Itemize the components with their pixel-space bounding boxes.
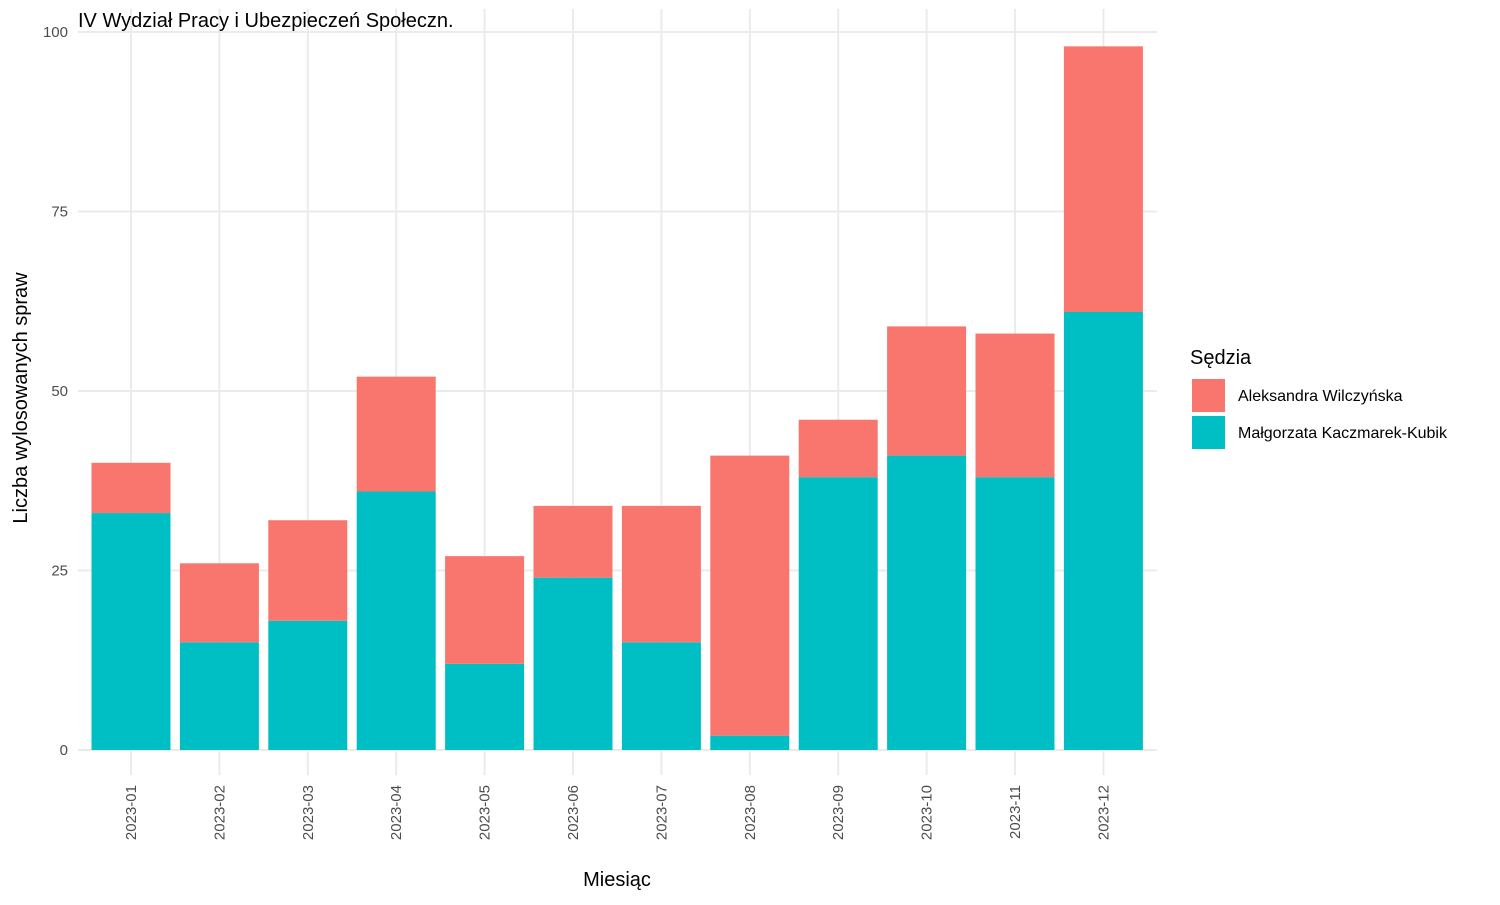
bar-segment xyxy=(887,326,967,456)
legend-swatch xyxy=(1192,379,1225,412)
x-tick-label: 2023-02 xyxy=(211,785,228,840)
x-tick-label: 2023-09 xyxy=(830,785,847,840)
bar-segment xyxy=(975,333,1055,478)
bar-segment xyxy=(91,462,171,514)
x-tick-label: 2023-11 xyxy=(1007,785,1024,839)
bar-segment xyxy=(1063,46,1143,313)
bar-segment xyxy=(445,556,525,664)
bar-segment xyxy=(1063,312,1143,750)
x-tick-label: 2023-10 xyxy=(919,785,936,840)
y-tick-label: 0 xyxy=(60,742,68,759)
bar-segment xyxy=(798,419,878,478)
bar-segment xyxy=(621,505,701,643)
bar-segment xyxy=(268,620,348,750)
bar-segment xyxy=(268,520,348,621)
bar-segment xyxy=(533,505,613,578)
y-axis: 0 25 50 75 100 xyxy=(43,24,68,759)
bar-segment xyxy=(533,577,613,750)
x-tick-label: 2023-01 xyxy=(123,785,140,840)
bar-segment xyxy=(179,563,259,643)
y-tick-label: 100 xyxy=(43,24,68,41)
legend: Sędzia Aleksandra Wilczyńska Małgorzata K… xyxy=(1190,347,1448,449)
bar-segment xyxy=(621,642,701,750)
y-axis-title: Liczba wylosowanych spraw xyxy=(10,272,32,524)
legend-entries: Aleksandra Wilczyńska Małgorzata Kaczmare… xyxy=(1192,379,1448,449)
x-tick-label: 2023-03 xyxy=(300,785,317,840)
y-tick-label: 75 xyxy=(51,204,68,221)
bar-segment xyxy=(445,663,525,750)
bar-segment xyxy=(91,513,171,750)
chart-title: IV Wydział Pracy i Ubezpieczeń Społeczn. xyxy=(78,10,454,32)
legend-label: Aleksandra Wilczyńska xyxy=(1238,388,1403,405)
bar-segment xyxy=(975,477,1055,750)
legend-title: Sędzia xyxy=(1190,347,1252,369)
x-tick-label: 2023-12 xyxy=(1095,785,1112,840)
x-tick-label: 2023-08 xyxy=(742,785,759,840)
legend-label: Małgorzata Kaczmarek-Kubik xyxy=(1238,425,1448,442)
bar-segment xyxy=(356,491,436,750)
bar-segment xyxy=(179,642,259,750)
bar-segment xyxy=(710,455,790,736)
x-tick-label: 2023-07 xyxy=(653,785,670,840)
legend-swatch xyxy=(1192,416,1225,449)
x-axis: 2023-01 2023-02 2023-03 2023-04 2023-05 2023-… xyxy=(123,785,1112,840)
y-tick-label: 25 xyxy=(51,563,68,580)
bars-layer xyxy=(91,46,1143,750)
bar-segment xyxy=(356,376,436,492)
y-tick-label: 50 xyxy=(51,383,68,400)
bar-segment xyxy=(798,477,878,750)
x-tick-label: 2023-04 xyxy=(388,785,405,840)
x-axis-title: Miesiąc xyxy=(583,869,651,891)
bar-segment xyxy=(710,735,790,750)
bar-segment xyxy=(887,455,967,750)
x-tick-label: 2023-05 xyxy=(477,785,494,840)
x-tick-label: 2023-06 xyxy=(565,785,582,840)
